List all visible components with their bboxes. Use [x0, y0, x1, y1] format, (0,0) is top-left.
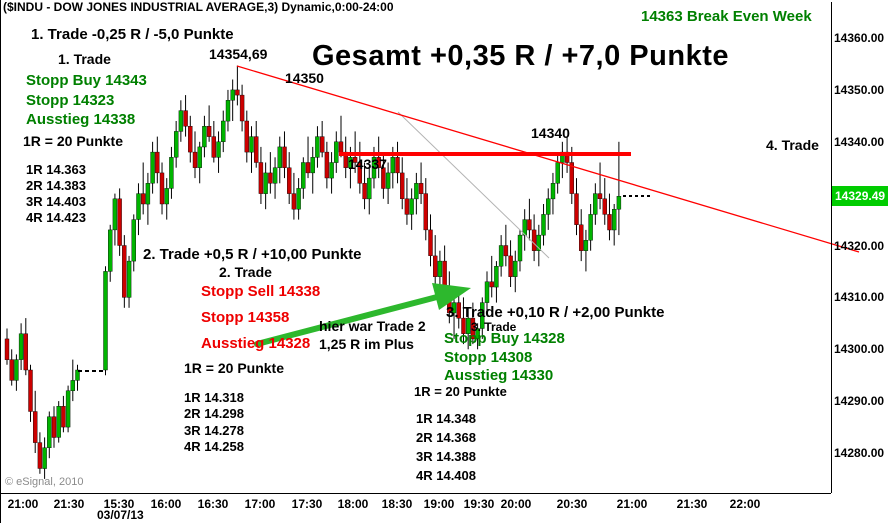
level-14337-label: 14337: [348, 156, 387, 172]
x-tick-label: 21:00: [616, 497, 648, 511]
x-tick-label: 20:00: [500, 497, 532, 511]
trade2-stop: Stopp 14358: [201, 309, 290, 326]
x-tick-label: 20:30: [556, 497, 588, 511]
trade1-target-1r: 1R 14.363: [26, 162, 86, 177]
x-tick-label: 17:00: [244, 497, 276, 511]
x-tick-label: 16:30: [197, 497, 229, 511]
trade3-target-3r: 3R 14.388: [416, 449, 476, 464]
trade3-target-4r: 4R 14.408: [416, 468, 476, 483]
level-14350-label: 14350: [285, 70, 324, 86]
trade1-exit: Ausstieg 14338: [26, 111, 136, 128]
trade2-note-line1: hier war Trade 2: [319, 318, 426, 334]
trade1-stop-entry: Stopp Buy 14343: [26, 72, 147, 89]
trade1-risk: 1R = 20 Punkte: [23, 133, 123, 149]
green-arrow-shaft[interactable]: [254, 294, 440, 347]
trade1-target-2r: 2R 14.383: [26, 178, 86, 193]
trade3-label: 3. Trade: [471, 320, 517, 334]
total-result-headline: Gesamt +0,35 R / +7,0 Punkte: [312, 40, 729, 72]
trade2-target-1r: 1R 14.318: [184, 390, 244, 405]
trade3-target-2r: 2R 14.368: [416, 430, 476, 445]
x-tick-label: 15:30: [103, 497, 135, 511]
x-tick-label: 22:00: [729, 497, 761, 511]
trade2-result: 2. Trade +0,5 R / +10,00 Punkte: [143, 246, 362, 263]
trade1-target-4r: 4R 14.423: [26, 210, 86, 225]
x-tick-label: 19:30: [463, 497, 495, 511]
green-arrow-head: [432, 283, 471, 310]
esignal-watermark: © eSignal, 2010: [5, 476, 84, 488]
trade2-risk: 1R = 20 Punkte: [184, 360, 284, 376]
trade2-exit: Ausstieg 14328: [201, 335, 311, 352]
y-tick-label: 14360.00: [834, 31, 885, 45]
date-label: 03/07/13: [97, 508, 144, 522]
level-14340-label: 14340: [531, 125, 570, 141]
x-tick-label: 21:00: [7, 497, 39, 511]
last-price-badge: 14329.49: [832, 186, 888, 206]
trade2-note-line2: 1,25 R im Plus: [319, 336, 414, 352]
descending-trendline[interactable]: [236, 65, 860, 253]
y-tick-label: 14300.00: [834, 342, 885, 357]
axis-divider-vertical: [831, 2, 832, 493]
trade3-risk: 1R = 20 Punkte: [414, 384, 507, 399]
x-tick-label: 17:30: [291, 497, 323, 511]
trade2-label: 2. Trade: [219, 264, 272, 280]
trade1-stop: Stopp 14323: [26, 92, 115, 109]
window-title: ($INDU - DOW JONES INDUSTRIAL AVERAGE,3)…: [3, 0, 394, 14]
trade3-result: 3. Trade +0,10 R / +2,00 Punkte: [446, 304, 665, 321]
peak-price-label: 14354,69: [209, 46, 268, 62]
trade1-label: 1. Trade: [58, 51, 111, 67]
break-even-week-label: 14363 Break Even Week: [641, 8, 812, 25]
candles: [4, 65, 622, 479]
x-tick-label: 18:00: [337, 497, 369, 511]
axis-divider-horizontal: [1, 493, 831, 494]
trade2-stop-entry: Stopp Sell 14338: [201, 283, 321, 300]
trade2-target-3r: 3R 14.278: [184, 423, 244, 438]
x-tick-label: 21:30: [53, 497, 85, 511]
trade3-stop: Stopp 14308: [444, 349, 533, 366]
old-trendline[interactable]: [397, 111, 550, 259]
x-tick-label: 21:30: [676, 497, 708, 511]
trade1-target-3r: 3R 14.403: [26, 194, 86, 209]
trade3-exit: Ausstieg 14330: [444, 367, 554, 384]
y-tick-label: 14340.00: [834, 134, 885, 149]
x-tick-label: 16:00: [150, 497, 182, 511]
trade3-stop-entry: Stopp Buy 14328: [444, 330, 565, 347]
trade2-target-2r: 2R 14.298: [184, 406, 244, 421]
trade3-target-1r: 1R 14.348: [416, 411, 476, 426]
y-tick-label: 14290.00: [834, 394, 885, 409]
x-tick-label: 19:00: [423, 497, 455, 511]
y-tick-label: 14280.00: [834, 446, 885, 460]
trade4-label: 4. Trade: [766, 137, 819, 153]
y-tick-label: 14350.00: [834, 82, 885, 97]
y-tick-label: 14320.00: [834, 238, 885, 253]
trade1-result: 1. Trade -0,25 R / -5,0 Punkte: [31, 26, 234, 43]
y-tick-label: 14310.00: [834, 290, 885, 305]
trade2-target-4r: 4R 14.258: [184, 439, 244, 454]
x-tick-label: 18:30: [381, 497, 413, 511]
